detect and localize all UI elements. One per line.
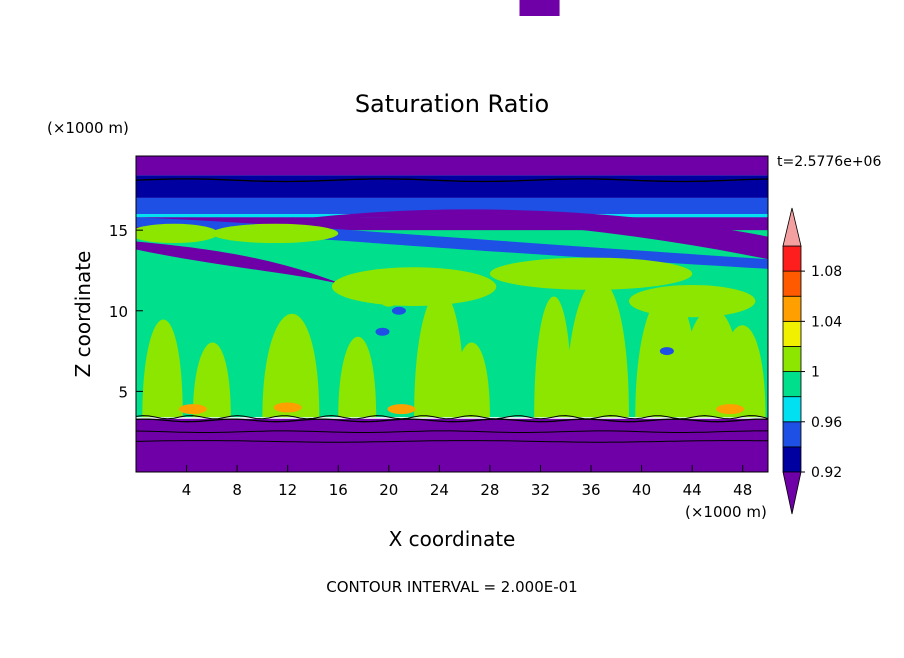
colorbar-segment-6 xyxy=(782,295,802,322)
x-tick-label-5: 24 xyxy=(430,481,449,499)
contour-line-upper-0.80 xyxy=(136,178,768,183)
y-tick-label-2: 15 xyxy=(109,222,128,240)
x-tick-label-0: 4 xyxy=(182,481,192,499)
contour-line-1.00-base xyxy=(136,415,768,420)
colorbar-segment-7 xyxy=(782,270,802,297)
saturation-field xyxy=(136,156,768,472)
field-cell-3 xyxy=(685,339,700,348)
y-tick-label-1: 10 xyxy=(109,303,128,321)
dry-streak-upper xyxy=(287,209,768,260)
contour-label-bg-2 xyxy=(519,0,560,16)
field-cell-9 xyxy=(391,306,406,315)
x-tick-label-11: 48 xyxy=(733,481,752,499)
convective-lobe-3 xyxy=(338,336,377,418)
y-axis-ticks: 5 10 15 xyxy=(109,222,143,401)
contour-interval-note: CONTOUR INTERVAL = 2.000E-01 xyxy=(326,578,577,596)
colorbar-top-arrow xyxy=(782,207,802,247)
y-tick-label-0: 5 xyxy=(118,383,128,401)
x-axis-ticks: 4 8 12 16 20 24 28 32 36 40 44 48 xyxy=(182,465,752,499)
colorbar-segment-8 xyxy=(782,245,802,272)
field-band-0 xyxy=(136,156,768,176)
x-tick-label-8: 36 xyxy=(581,481,600,499)
colorbar-segment-0 xyxy=(782,446,802,473)
field-band-1 xyxy=(136,175,768,198)
x-tick-label-6: 28 xyxy=(480,481,499,499)
x-tick-label-7: 32 xyxy=(531,481,550,499)
x-tick-label-4: 20 xyxy=(379,481,398,499)
upper-blob-1 xyxy=(211,223,339,244)
field-cell-core-7 xyxy=(723,407,738,413)
upper-blob-4 xyxy=(628,284,756,318)
field-cell-1 xyxy=(381,298,396,307)
y-unit-label: (×1000 m) xyxy=(47,119,129,137)
field-cell-8 xyxy=(375,327,390,336)
colorbar: 1.08 1.04 1 0.96 0.92 xyxy=(782,207,842,515)
contour-lines xyxy=(136,178,768,443)
upper-blob-0 xyxy=(136,223,219,244)
field-cell-2 xyxy=(546,330,561,339)
contour-line-0.40 xyxy=(136,440,768,443)
colorbar-label-3: 0.96 xyxy=(811,415,842,431)
colorbar-label-1: 1.04 xyxy=(811,314,842,330)
field-cell-core-6 xyxy=(394,407,409,413)
upper-blob-2 xyxy=(331,267,497,306)
field-cell-core-4 xyxy=(185,407,200,413)
contour-labels: 0.800.800.40 xyxy=(519,0,560,16)
dry-streak-west xyxy=(136,241,364,292)
convective-lobe-0 xyxy=(142,319,183,418)
time-label: t=2.5776e+06 xyxy=(777,154,881,170)
x-tick-label-3: 16 xyxy=(329,481,348,499)
x-unit-label: (×1000 m) xyxy=(685,503,767,521)
colorbar-segment-4 xyxy=(782,346,802,372)
plot-frame xyxy=(135,155,769,473)
x-axis-title: X coordinate xyxy=(389,527,516,551)
contour-label-2: 0.40 xyxy=(522,0,553,4)
x-tick-label-10: 44 xyxy=(683,481,702,499)
convective-lobe-10 xyxy=(717,325,766,418)
x-tick-label-1: 8 xyxy=(232,481,242,499)
convective-lobe-6 xyxy=(534,296,573,418)
colorbar-segment-5 xyxy=(782,320,802,347)
convective-lobe-1 xyxy=(192,342,231,418)
convective-lobe-7 xyxy=(565,279,629,418)
colorbar-segment-2 xyxy=(782,396,802,423)
field-band-6 xyxy=(136,418,768,472)
convective-lobe-4 xyxy=(414,290,465,418)
contour-line-0.60 xyxy=(136,430,768,433)
x-tick-label-2: 12 xyxy=(278,481,297,499)
colorbar-bottom-arrow xyxy=(782,471,802,515)
field-cell-10 xyxy=(659,347,674,356)
colorbar-label-2: 1 xyxy=(811,365,820,381)
chart-title: Saturation Ratio xyxy=(355,90,549,118)
x-tick-label-9: 40 xyxy=(632,481,651,499)
colorbar-segment-1 xyxy=(782,421,802,448)
colorbar-segment-3 xyxy=(782,371,802,398)
convective-lobe-2 xyxy=(262,313,320,418)
y-axis-title: Z coordinate xyxy=(71,251,95,378)
colorbar-label-0: 1.08 xyxy=(811,264,842,280)
field-band-2 xyxy=(136,197,768,215)
contour-line-lower-0.80 xyxy=(136,418,768,423)
field-cell-0 xyxy=(204,368,219,377)
colorbar-label-4: 0.92 xyxy=(811,465,842,481)
upper-blob-3 xyxy=(489,257,693,290)
convective-lobe-5 xyxy=(452,342,490,418)
field-cell-core-5 xyxy=(280,406,295,412)
